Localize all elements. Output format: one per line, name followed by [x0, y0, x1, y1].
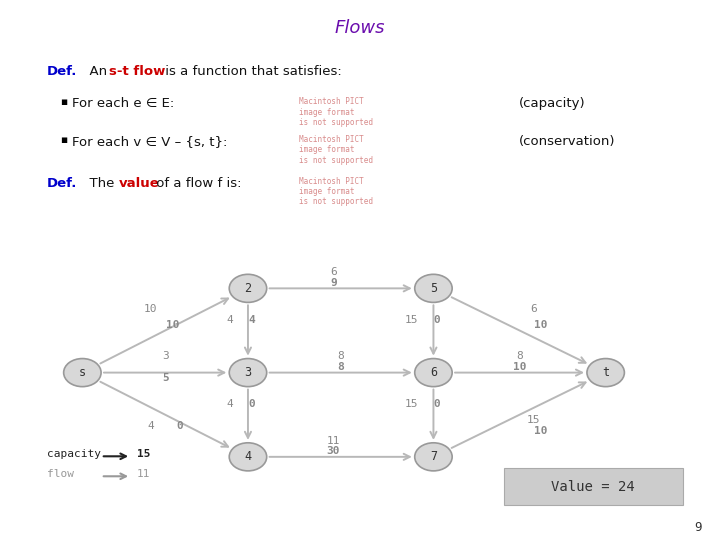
Circle shape — [229, 359, 266, 387]
Text: t: t — [602, 366, 609, 379]
Text: s-t flow: s-t flow — [109, 65, 165, 78]
Text: (conservation): (conservation) — [518, 135, 615, 148]
Circle shape — [415, 443, 452, 471]
Text: 8: 8 — [338, 362, 344, 372]
Text: 8: 8 — [516, 352, 523, 361]
FancyBboxPatch shape — [504, 468, 683, 505]
Text: 10: 10 — [534, 426, 548, 436]
Text: For each v ∈ V – {s, t}:: For each v ∈ V – {s, t}: — [72, 135, 228, 148]
Text: 6: 6 — [430, 366, 437, 379]
Circle shape — [415, 274, 452, 302]
Text: 10: 10 — [534, 320, 548, 330]
Text: 0: 0 — [433, 399, 441, 409]
Text: 10: 10 — [144, 304, 158, 314]
Text: (capacity): (capacity) — [518, 97, 585, 110]
Text: 0: 0 — [433, 315, 441, 325]
Text: 4: 4 — [244, 450, 251, 463]
Text: capacity: capacity — [47, 449, 101, 459]
Text: Value = 24: Value = 24 — [552, 480, 635, 494]
Text: of a flow f is:: of a flow f is: — [152, 177, 241, 190]
Text: 10: 10 — [166, 320, 179, 330]
Text: The: The — [81, 177, 119, 190]
Text: 3: 3 — [162, 352, 168, 361]
Text: 4: 4 — [227, 399, 233, 409]
Text: 5: 5 — [162, 373, 168, 383]
Text: 3: 3 — [244, 366, 251, 379]
Text: Macintosh PICT
image format
is not supported: Macintosh PICT image format is not suppo… — [299, 177, 373, 206]
Text: 15: 15 — [137, 449, 150, 459]
Circle shape — [63, 359, 101, 387]
Text: 2: 2 — [244, 282, 251, 295]
Text: is a function that satisfies:: is a function that satisfies: — [161, 65, 342, 78]
Circle shape — [229, 274, 266, 302]
Text: 0: 0 — [176, 421, 183, 430]
Text: 5: 5 — [430, 282, 437, 295]
Text: 30: 30 — [327, 447, 341, 456]
Circle shape — [229, 443, 266, 471]
Text: 8: 8 — [338, 352, 344, 361]
Text: 6: 6 — [330, 267, 337, 277]
Text: ◾: ◾ — [60, 135, 67, 145]
Text: 15: 15 — [527, 415, 541, 425]
Circle shape — [587, 359, 624, 387]
Text: ◾: ◾ — [60, 97, 67, 107]
Text: 6: 6 — [531, 304, 537, 314]
Text: 15: 15 — [405, 315, 418, 325]
Text: 4: 4 — [227, 315, 233, 325]
Text: For each e ∈ E:: For each e ∈ E: — [72, 97, 174, 110]
Text: 11: 11 — [327, 436, 341, 446]
Text: 9: 9 — [330, 278, 337, 288]
Circle shape — [415, 359, 452, 387]
Text: Def.: Def. — [47, 177, 77, 190]
Text: value: value — [119, 177, 160, 190]
Text: s: s — [78, 366, 86, 379]
Text: 11: 11 — [137, 469, 150, 479]
Text: 4: 4 — [248, 315, 255, 325]
Text: 7: 7 — [430, 450, 437, 463]
Text: An: An — [81, 65, 112, 78]
Text: 15: 15 — [405, 399, 418, 409]
Text: Macintosh PICT
image format
is not supported: Macintosh PICT image format is not suppo… — [299, 97, 373, 127]
Text: Flows: Flows — [335, 19, 385, 37]
Text: 4: 4 — [148, 421, 154, 430]
Text: 10: 10 — [513, 362, 526, 372]
Text: 9: 9 — [695, 521, 702, 534]
Text: flow: flow — [47, 469, 74, 479]
Text: Def.: Def. — [47, 65, 77, 78]
Text: 0: 0 — [248, 399, 255, 409]
Text: Macintosh PICT
image format
is not supported: Macintosh PICT image format is not suppo… — [299, 135, 373, 165]
